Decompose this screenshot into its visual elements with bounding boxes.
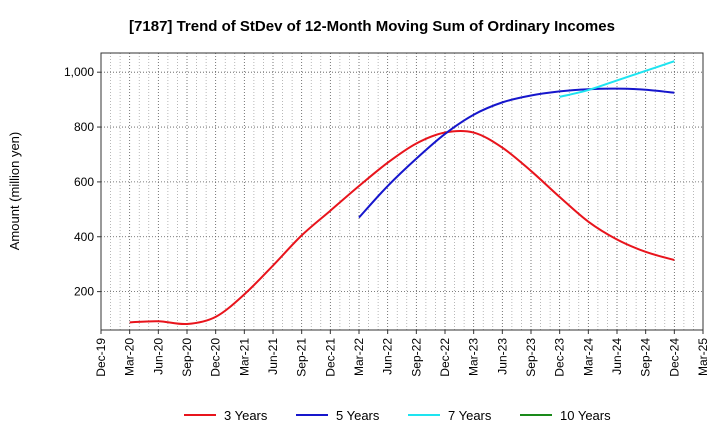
- x-tick-label: Mar-24: [581, 338, 595, 376]
- series-line-7-years: [559, 60, 675, 98]
- x-tick-label: Mar-21: [237, 338, 251, 376]
- x-tick-label: Sep-24: [639, 338, 653, 377]
- y-tick-label: 800: [74, 120, 94, 134]
- plot-area: [101, 53, 703, 330]
- axes: 200 400 600 800 1,000 Dec-19 Mar-20 Jun-20 Sep-2…: [64, 52, 710, 377]
- legend-label-3-years: 3 Years: [224, 408, 268, 423]
- x-tick-label: Sep-21: [295, 338, 309, 377]
- series-layer: [129, 60, 675, 326]
- legend: 3 Years 5 Years 7 Years 10 Years: [184, 408, 611, 423]
- chart-title: [7187] Trend of StDev of 12-Month Moving…: [129, 18, 615, 35]
- x-tick-label: Dec-23: [553, 338, 567, 377]
- x-tick-label: Mar-20: [123, 338, 137, 376]
- y-axis-label: Amount (million yen): [7, 132, 22, 251]
- series-line-3-years: [129, 129, 675, 326]
- x-tick-label: Jun-23: [495, 338, 509, 375]
- legend-label-10-years: 10 Years: [560, 408, 611, 423]
- x-tick-label: Dec-20: [209, 338, 223, 377]
- x-tick-label: Mar-22: [352, 338, 366, 376]
- x-tick-label: Dec-22: [438, 338, 452, 377]
- y-tick-label: 400: [74, 230, 94, 244]
- y-tick-label: 600: [74, 175, 94, 189]
- plot-border: [100, 52, 704, 331]
- x-tick-label: Jun-22: [381, 338, 395, 375]
- series-line-5-years: [358, 87, 675, 219]
- x-tick-label: Sep-23: [524, 338, 538, 377]
- y-tick-label: 1,000: [64, 65, 94, 79]
- x-tick-label: Jun-24: [610, 338, 624, 375]
- x-tick-label: Dec-21: [323, 338, 337, 377]
- x-tick-label: Mar-25: [696, 338, 710, 376]
- legend-label-5-years: 5 Years: [336, 408, 380, 423]
- x-tick-label: Sep-20: [180, 338, 194, 377]
- y-tick-label: 200: [74, 285, 94, 299]
- x-tick-label: Mar-23: [467, 338, 481, 376]
- x-tick-label: Dec-24: [667, 338, 681, 377]
- x-tick-label: Dec-19: [94, 338, 108, 377]
- x-tick-label: Jun-20: [151, 338, 165, 375]
- x-tick-label: Sep-22: [409, 338, 423, 377]
- grid: [100, 53, 704, 330]
- legend-label-7-years: 7 Years: [448, 408, 492, 423]
- x-tick-label: Jun-21: [266, 338, 280, 375]
